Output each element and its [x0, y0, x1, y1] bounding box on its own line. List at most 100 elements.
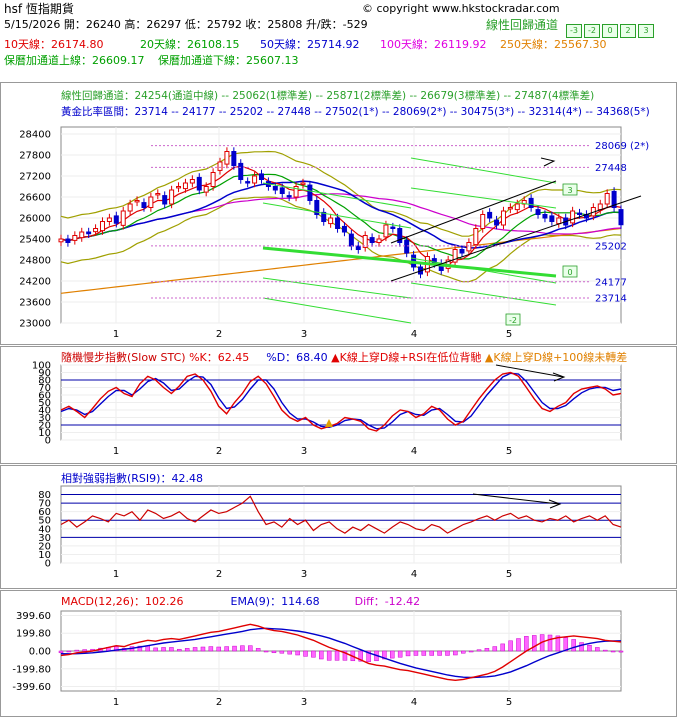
candle-body	[272, 186, 278, 191]
low-value: 25792	[206, 18, 242, 31]
regression-line	[410, 187, 557, 209]
candle-body	[314, 200, 320, 215]
candle-body	[210, 172, 216, 187]
channel-buttons: -3 -2 0 2 3	[564, 18, 654, 38]
rsi-title: 相對強弱指數(RSI9)：42.48	[61, 472, 203, 485]
y-tick-label: 23000	[19, 319, 51, 330]
candle-body	[390, 226, 396, 230]
channel-box	[562, 265, 578, 278]
candle-body	[514, 203, 520, 211]
fib-level-label: 23714	[595, 294, 627, 305]
ma10-line	[60, 165, 622, 267]
y-tick-label: 60	[38, 507, 51, 518]
candle-body	[231, 151, 237, 166]
diff-bar	[82, 649, 87, 652]
x-tick-label: 3	[301, 569, 307, 580]
channel-button-0[interactable]: 0	[602, 24, 618, 38]
x-tick-label: 3	[301, 697, 307, 708]
diff-bar	[169, 647, 174, 652]
divergence-arrow	[552, 372, 566, 382]
diff-bar	[516, 638, 521, 652]
ma50-line	[60, 180, 622, 249]
diff-bar	[192, 647, 198, 652]
diff-bar	[66, 650, 72, 653]
fib-level-label: 25202	[595, 241, 627, 252]
regression-line	[410, 157, 557, 184]
diff-bar	[484, 648, 490, 652]
diff-bar	[531, 635, 537, 652]
x-tick-label: 2	[216, 446, 222, 457]
trend-arrow	[540, 157, 556, 167]
bollinger-upper-line	[60, 150, 622, 237]
stc-signal-2: ▲K線上穿D線+100線未轉差	[484, 351, 628, 364]
channel-button-3[interactable]: 3	[638, 24, 654, 38]
diff-bar	[492, 646, 498, 652]
fib-level-label: 27448	[595, 163, 627, 174]
channel-button-m3[interactable]: -3	[566, 24, 582, 38]
price-chart: 23000 23600 24200 24800 25400 26000 26600 27200…	[19, 126, 649, 340]
x-tick-label: 1	[113, 697, 119, 708]
diff-bar	[445, 650, 450, 656]
symbol-title: hsf 恆指期貨	[4, 2, 74, 16]
channel-button-m2[interactable]: -2	[584, 24, 600, 38]
candle-body	[570, 210, 576, 224]
y-tick-label: 10	[38, 428, 51, 439]
x-tick-label: 5	[506, 329, 512, 340]
regression-channel-text: 線性回歸通道：24254(通道中線) -- 25062(1標準差) -- 258…	[61, 90, 595, 102]
x-tick-label: 1	[113, 446, 119, 457]
candle-body	[279, 187, 285, 195]
y-tick-label: 24800	[19, 256, 51, 267]
diff-bar	[232, 645, 237, 652]
ma-10: 10天線：26174.80	[4, 38, 104, 51]
stochastic-panel: 隨機慢步指數(Slow STC) %K：62.45 %D：68.40 ▲K線上穿…	[0, 346, 677, 464]
change-label: 升/跌：	[305, 18, 343, 31]
y-tick-label: 40	[38, 406, 51, 417]
regression-line	[262, 202, 412, 229]
channel-button-2[interactable]: 2	[620, 24, 636, 38]
y-tick-label: 100	[32, 361, 51, 372]
bollinger-lower: 保曆加通道下線：25607.13	[158, 54, 299, 67]
ma-100: 100天線：26119.92	[380, 38, 487, 51]
stc-k: %K：62.45	[189, 351, 250, 364]
macd-chart: -399.60 -199.80 0.00 199.80 399.60 1 2 3 4 5	[12, 610, 624, 708]
trendline-upper	[390, 180, 557, 244]
candle-body	[58, 238, 64, 243]
candle-body	[106, 217, 112, 222]
channel-box	[505, 313, 521, 326]
fib-level-label: 28069 (2*)	[595, 141, 649, 152]
diff-bar	[295, 650, 300, 656]
x-tick-label: 3	[301, 446, 307, 457]
y-tick-label: 399.60	[16, 611, 51, 622]
candle-body	[113, 215, 119, 224]
candle-body	[404, 239, 410, 254]
diff-bar	[421, 650, 427, 656]
candle-body	[182, 182, 188, 190]
x-tick-label: 1	[113, 329, 119, 340]
candle-body	[494, 219, 500, 226]
diff-bar	[184, 648, 190, 652]
diff-bar	[468, 650, 474, 653]
candle-body	[134, 200, 140, 203]
y-tick-label: 80	[38, 376, 51, 387]
diff-bar	[579, 642, 584, 652]
high-label: 高：	[124, 18, 147, 31]
diff-bar	[547, 634, 553, 652]
candle-body	[99, 221, 105, 232]
stc-title: 隨機慢步指數(Slow STC) %K：62.45 %D：68.40 ▲K線上穿…	[61, 349, 627, 365]
y-tick-label: 60	[38, 391, 51, 402]
rsi-name: 相對強弱指數(RSI9)	[61, 472, 161, 485]
candle-body	[618, 209, 624, 226]
macd-title: MACD(12,26)：102.26 EMA(9)：114.68 Diff：-1…	[61, 593, 420, 609]
diff-bar	[602, 649, 608, 652]
macd-line	[60, 623, 622, 682]
candle-body	[459, 249, 465, 254]
diff-bar	[137, 645, 143, 652]
ma20-line	[60, 173, 622, 260]
y-tick-label: 50	[38, 398, 51, 409]
diff-bar	[287, 650, 292, 655]
diff-bar	[271, 650, 277, 654]
ma-250: 250天線：25567.30	[500, 38, 607, 51]
low-label: 低：	[184, 18, 207, 31]
diff-bar	[429, 650, 434, 656]
y-tick-label: 25400	[19, 235, 51, 246]
